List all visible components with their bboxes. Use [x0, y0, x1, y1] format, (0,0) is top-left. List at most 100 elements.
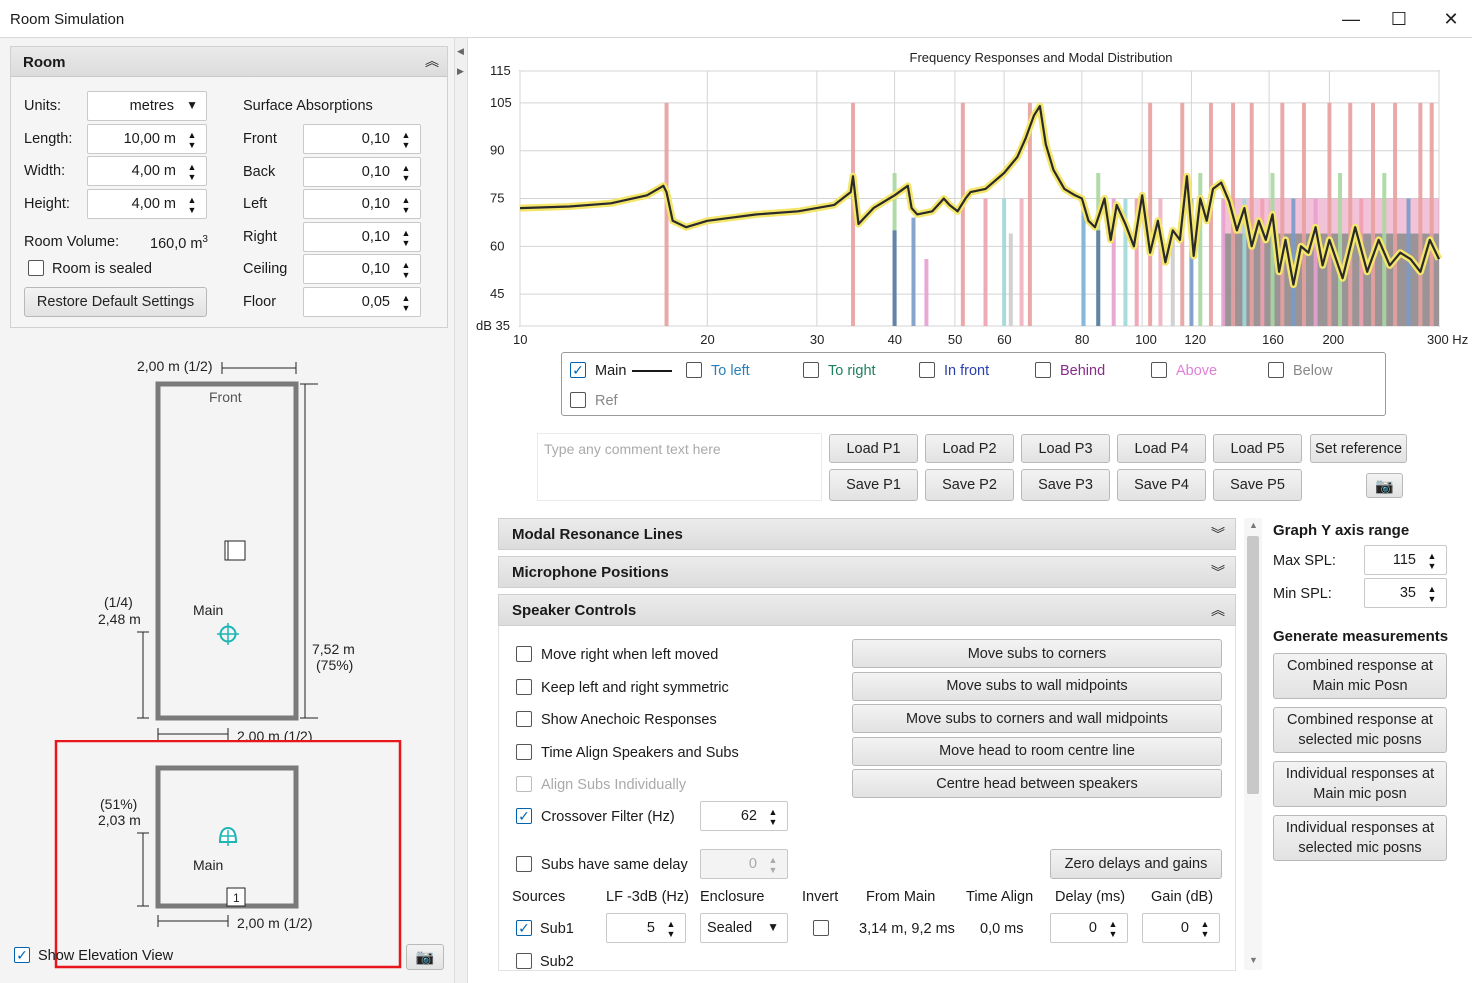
- units-select[interactable]: metres ▼: [87, 91, 207, 121]
- speaker-option-checkbox[interactable]: [516, 711, 532, 727]
- surface-front-spinner[interactable]: 0,10 ▲ ▼: [303, 124, 421, 154]
- load-p1-button[interactable]: Load P1: [829, 434, 918, 463]
- collapse-up-icon[interactable]: ︽: [425, 53, 439, 69]
- camera-icon[interactable]: 📷: [406, 944, 444, 970]
- sub1-invert-checkbox[interactable]: [813, 920, 829, 936]
- spinner-arrows-icon[interactable]: ▲ ▼: [1427, 551, 1437, 571]
- head-mic-icon[interactable]: [218, 826, 238, 846]
- surface-floor-spinner[interactable]: 0,05 ▲ ▼: [303, 287, 421, 317]
- spinner-arrows-icon[interactable]: ▲ ▼: [401, 260, 411, 281]
- plan-view[interactable]: 2,00 m (1/2) Front Main (1/4) 2,48 m 7,5…: [0, 340, 454, 740]
- same-delay-spinner[interactable]: 0 ▲ ▼: [700, 849, 788, 879]
- legend-checkbox-to-right[interactable]: [803, 362, 819, 378]
- sub2-checkbox[interactable]: [516, 953, 532, 969]
- load-p2-button[interactable]: Load P2: [925, 434, 1014, 463]
- spinner-arrows-icon[interactable]: ▲ ▼: [401, 293, 411, 313]
- generate-measurement-button[interactable]: Individual responses at selected mic posn…: [1273, 815, 1447, 861]
- chart-camera-icon[interactable]: 📷: [1366, 473, 1403, 498]
- minimize-button[interactable]: —: [1342, 8, 1360, 29]
- room-sealed-checkbox[interactable]: [28, 260, 44, 276]
- spinner-arrows-icon[interactable]: ▲ ▼: [1200, 919, 1210, 939]
- sub1-delay-spinner[interactable]: 0 ▲ ▼: [1050, 913, 1128, 943]
- scroll-thumb[interactable]: [1247, 536, 1259, 794]
- sub1-checkbox[interactable]: ✓: [516, 920, 532, 936]
- surface-right-spinner[interactable]: 0,10 ▲ ▼: [303, 221, 421, 252]
- length-spinner[interactable]: 10,00 m ▲ ▼: [87, 124, 207, 154]
- speaker-option-checkbox[interactable]: [516, 678, 532, 695]
- save-p2-button[interactable]: Save P2: [925, 469, 1014, 501]
- spinner-arrows-icon[interactable]: ▲ ▼: [401, 130, 411, 150]
- move-button[interactable]: Move subs to corners: [852, 639, 1222, 668]
- maximize-button[interactable]: ☐: [1390, 8, 1408, 29]
- legend-checkbox-in-front[interactable]: [919, 362, 935, 378]
- show-elevation-checkbox[interactable]: ✓: [14, 947, 30, 963]
- modal-lines-section[interactable]: Modal Resonance Lines ︾: [498, 518, 1236, 550]
- generate-measurement-button[interactable]: Combined response at selected mic posns: [1273, 707, 1447, 753]
- frequency-chart[interactable]: Frequency Responses and Modal Distributi…: [468, 44, 1472, 348]
- legend-checkbox-main[interactable]: ✓: [570, 362, 586, 378]
- height-spinner[interactable]: 4,00 m ▲ ▼: [87, 189, 207, 219]
- expand-down-icon[interactable]: ︾: [1211, 526, 1225, 542]
- spinner-arrows-icon[interactable]: ▲ ▼: [666, 919, 676, 939]
- spinner-arrows-icon[interactable]: ▲ ▼: [768, 855, 778, 875]
- sub1-lf-spinner[interactable]: 5 ▲ ▼: [606, 913, 686, 943]
- crossover-spinner[interactable]: 62 ▲ ▼: [700, 801, 788, 831]
- restore-defaults-button[interactable]: Restore Default Settings: [24, 287, 207, 317]
- spinner-arrows-icon[interactable]: ▲ ▼: [187, 162, 197, 182]
- spinner-arrows-icon[interactable]: ▲ ▼: [401, 162, 411, 183]
- surface-back-spinner[interactable]: 0,10 ▲ ▼: [303, 156, 421, 187]
- save-p1-button[interactable]: Save P1: [829, 469, 918, 501]
- legend-checkbox-below[interactable]: [1268, 362, 1284, 378]
- save-p3-button[interactable]: Save P3: [1021, 469, 1110, 501]
- panel-splitter[interactable]: ◀ ▶: [454, 38, 468, 983]
- load-p4-button[interactable]: Load P4: [1117, 434, 1206, 463]
- spinner-arrows-icon[interactable]: ▲ ▼: [187, 130, 197, 150]
- mic-positions-section[interactable]: Microphone Positions ︾: [498, 556, 1236, 588]
- expand-down-icon[interactable]: ︾: [1211, 564, 1225, 580]
- crossover-checkbox[interactable]: ✓: [516, 808, 532, 824]
- spinner-arrows-icon[interactable]: ▲ ▼: [401, 195, 411, 216]
- collapse-up-icon[interactable]: ︽: [1211, 602, 1225, 618]
- width-spinner[interactable]: 4,00 m ▲ ▼: [87, 156, 207, 186]
- scroll-up-icon[interactable]: ▲: [1249, 520, 1258, 530]
- arrow-right-icon[interactable]: ▶: [457, 66, 464, 76]
- move-button[interactable]: Move head to room centre line: [852, 736, 1222, 766]
- speaker-option-checkbox[interactable]: [516, 776, 532, 792]
- mic-target-icon[interactable]: [217, 623, 239, 645]
- move-button[interactable]: Centre head between speakers: [852, 769, 1222, 798]
- speaker-icon[interactable]: [224, 540, 246, 561]
- sub1-gain-spinner[interactable]: 0 ▲ ▼: [1142, 913, 1220, 943]
- move-button[interactable]: Move subs to wall midpoints: [852, 671, 1222, 701]
- spinner-arrows-icon[interactable]: ▲ ▼: [401, 227, 411, 248]
- close-button[interactable]: ✕: [1443, 8, 1459, 29]
- generate-measurement-button[interactable]: Individual responses at Main mic posn: [1273, 761, 1447, 807]
- speaker-option-checkbox[interactable]: [516, 743, 532, 760]
- generate-measurement-button[interactable]: Combined response at Main mic Posn: [1273, 653, 1447, 699]
- elevation-view[interactable]: (51%) 2,03 m Main 1 2,00 m (1/2): [0, 740, 454, 970]
- arrow-left-icon[interactable]: ◀: [457, 46, 464, 56]
- zero-delays-button[interactable]: Zero delays and gains: [1050, 849, 1222, 879]
- spinner-arrows-icon[interactable]: ▲ ▼: [1427, 584, 1437, 604]
- max-spl-spinner[interactable]: 115 ▲ ▼: [1364, 545, 1447, 575]
- spinner-arrows-icon[interactable]: ▲ ▼: [187, 195, 197, 215]
- legend-checkbox-to-left[interactable]: [686, 362, 702, 378]
- spinner-arrows-icon[interactable]: ▲ ▼: [768, 807, 778, 827]
- set-reference-button[interactable]: Set reference: [1310, 434, 1407, 463]
- spinner-arrows-icon[interactable]: ▲ ▼: [1108, 919, 1118, 939]
- speaker-controls-section[interactable]: Speaker Controls ︽: [498, 594, 1236, 626]
- legend-checkbox-ref[interactable]: [570, 392, 586, 408]
- surface-left-spinner[interactable]: 0,10 ▲ ▼: [303, 189, 421, 220]
- surface-ceiling-spinner[interactable]: 0,10 ▲ ▼: [303, 254, 421, 285]
- legend-checkbox-behind[interactable]: [1035, 362, 1051, 378]
- room-header[interactable]: Room ︽: [11, 47, 447, 77]
- speaker-option-checkbox[interactable]: [516, 646, 532, 662]
- speaker-scrollbar[interactable]: ▲ ▼: [1244, 518, 1262, 970]
- legend-checkbox-above[interactable]: [1151, 362, 1167, 378]
- move-button[interactable]: Move subs to corners and wall midpoints: [852, 704, 1222, 733]
- sub-speaker-icon[interactable]: [226, 887, 246, 907]
- save-p5-button[interactable]: Save P5: [1213, 469, 1302, 501]
- subs-same-delay-checkbox[interactable]: [516, 856, 532, 872]
- load-p3-button[interactable]: Load P3: [1021, 434, 1110, 463]
- scroll-down-icon[interactable]: ▼: [1249, 955, 1258, 965]
- save-p4-button[interactable]: Save P4: [1117, 469, 1206, 501]
